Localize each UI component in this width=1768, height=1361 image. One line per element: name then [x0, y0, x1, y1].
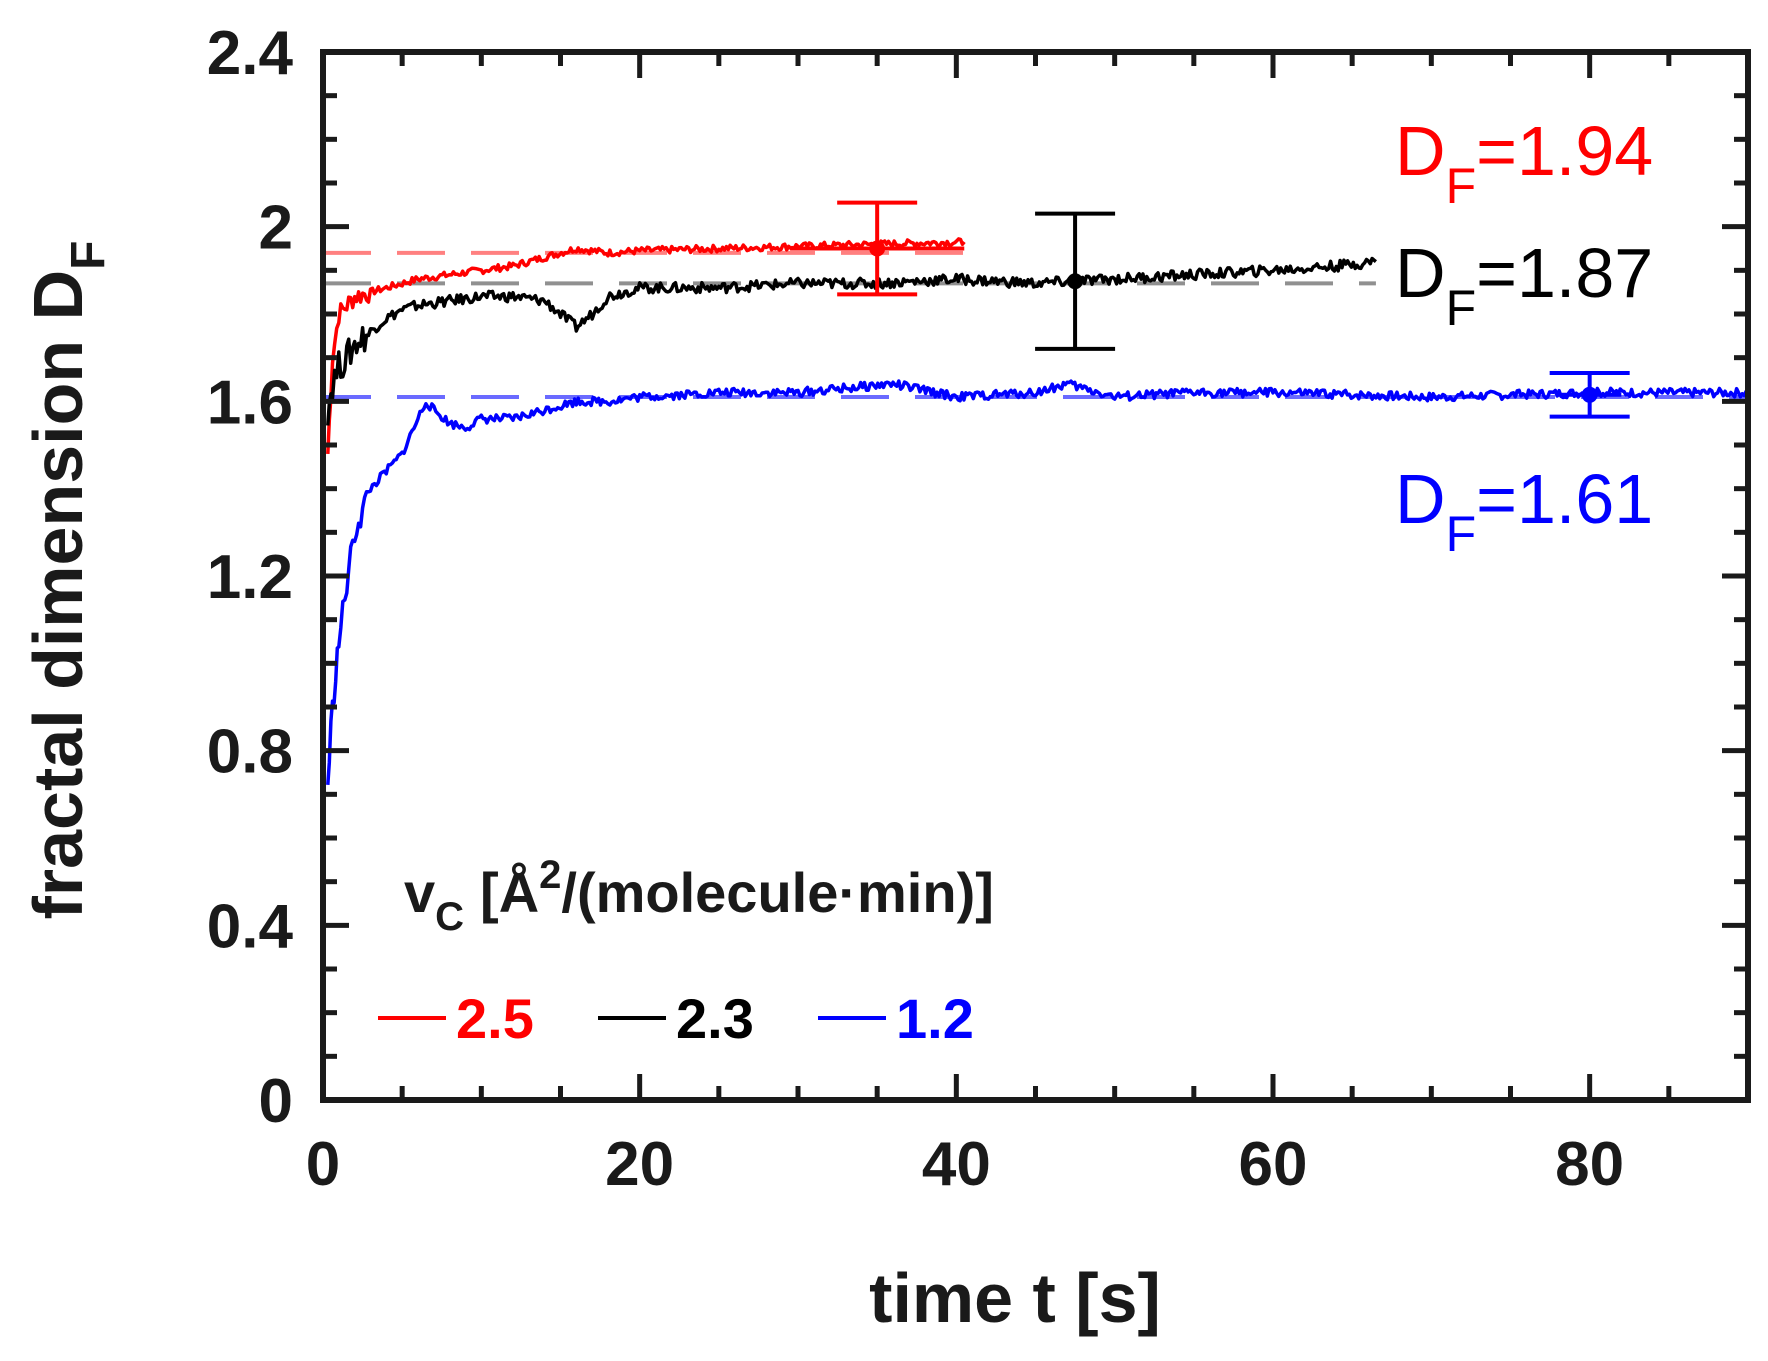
- x-tick-label: 40: [922, 1130, 991, 1199]
- error-bars-group: [790, 200, 1630, 419]
- df-annotation-black: DF=1.87: [1395, 234, 1653, 336]
- y-axis-label-main: fractal dimension D: [19, 270, 97, 920]
- marker-2-3: [1067, 273, 1084, 290]
- df-annotation-red: DF=1.94: [1395, 112, 1653, 214]
- y-tick-label: 0: [259, 1067, 293, 1136]
- axis-ticks-group: [320, 49, 1751, 1103]
- error-bar-1-2: [1549, 370, 1630, 419]
- x-axis-label: time t [s]: [869, 1259, 1161, 1337]
- series-line-1-2: [326, 379, 1749, 786]
- y-tick-label: 1.2: [207, 543, 293, 612]
- y-tick-label: 0.4: [207, 892, 294, 961]
- y-tick-label: 2.4: [207, 19, 294, 88]
- y-axis-label: fractal dimension DF: [19, 241, 115, 920]
- df-annotations-group: DF=1.94 DF=1.87 DF=1.61: [1395, 112, 1653, 562]
- legend-label-1-2: 1.2: [896, 987, 974, 1050]
- tick-labels-group: 0 20 40 60 80 0 0.4 0.8 1.2 1.6 2 2.4: [207, 19, 1624, 1199]
- x-tick-label: 60: [1239, 1130, 1308, 1199]
- y-axis-label-sub: F: [62, 241, 115, 270]
- plot-frame: [320, 49, 1751, 1103]
- marker-2-5: [869, 240, 886, 257]
- series-line-2-5: [326, 237, 966, 454]
- legend-title: vC [Å2/(molecule·min)]: [404, 853, 994, 939]
- legend-label-2-5: 2.5: [456, 987, 534, 1050]
- y-tick-label: 0.8: [207, 718, 293, 787]
- x-tick-label: 80: [1555, 1130, 1624, 1199]
- series-line-2-3: [326, 256, 1377, 426]
- marker-1-2: [1581, 386, 1598, 403]
- df-annotation-blue: DF=1.61: [1395, 460, 1653, 562]
- x-tick-label: 0: [306, 1130, 340, 1199]
- legend-label-2-3: 2.3: [676, 987, 754, 1050]
- legend: vC [Å2/(molecule·min)] 2.5 2.3 1.2: [378, 853, 994, 1050]
- x-tick-label: 20: [605, 1130, 674, 1199]
- y-tick-label: 2: [259, 194, 293, 263]
- series-lines-group: [326, 237, 1749, 786]
- error-bar-2-5: [790, 200, 965, 297]
- error-bar-2-3: [1035, 211, 1116, 351]
- y-tick-label: 1.6: [207, 368, 293, 437]
